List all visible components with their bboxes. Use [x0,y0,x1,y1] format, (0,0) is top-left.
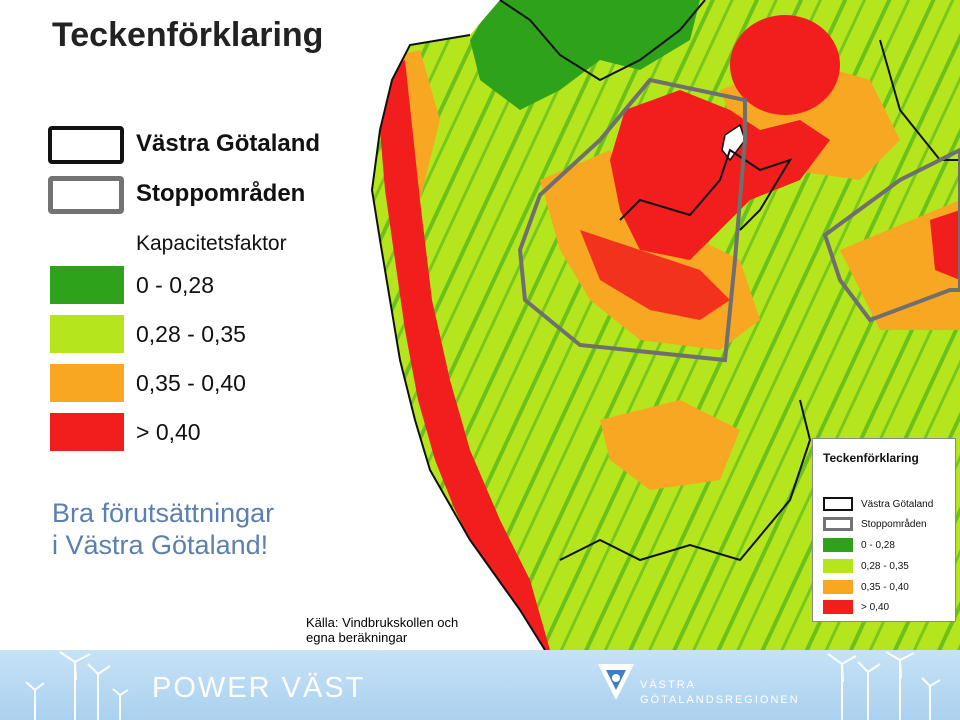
swatch-class-4 [50,413,124,451]
region-logo-icon [598,664,634,700]
inset-symbol-stoppomraden [823,517,853,531]
stop-area-outline [517,77,747,363]
map-red-coast [380,60,550,650]
inset-label-class-2: 0,28 - 0,35 [861,560,909,572]
inset-row-vastra-gotaland: Västra Götaland [823,497,933,511]
map-orange-zone [600,400,740,490]
map-red-zone [610,90,830,260]
inset-label-class-1: 0 - 0,28 [861,539,895,551]
inset-row-class-2: 0,28 - 0,35 [823,559,909,573]
inset-swatch-class-3 [823,580,853,594]
inset-swatch-class-4 [823,600,853,614]
legend-stoppomraden-label: Stoppområden [136,180,306,207]
inset-label-class-3: 0,35 - 0,40 [861,581,909,593]
inset-row-stoppomraden: Stoppområden [823,517,927,531]
region-name-line-1: VÄSTRA [640,679,697,691]
source-note: Källa: Vindbrukskollen och egna beräknin… [306,615,458,645]
swatch-class-2 [50,315,124,353]
stoppomraden-symbol [48,176,124,214]
power-vast-brand: POWER VÄST [152,672,366,704]
headline-line-1: Bra förutsättningar [52,498,275,528]
footer-banner: POWER VÄST VÄSTRA GÖTALANDSREGIONEN [0,650,960,720]
inset-label-class-4: > 0,40 [861,601,890,613]
inset-swatch-class-2 [823,559,853,573]
class-3-label: 0,35 - 0,40 [136,370,246,396]
inset-label-stoppomraden: Stoppområden [861,518,927,530]
region-name: VÄSTRA GÖTALANDSREGIONEN [640,678,800,708]
legend-title: Teckenförklaring [52,16,324,54]
source-line-2: egna beräkningar [306,630,408,645]
map-red-zone [730,15,840,115]
inset-label-vastra-gotaland: Västra Götaland [861,498,934,510]
vastra-gotaland-boundary [370,34,546,651]
inset-legend-title: Teckenförklaring [823,451,919,465]
vastra-gotaland-symbol [48,126,124,164]
headline-line-2: i Västra Götaland! [52,530,269,560]
swatch-class-3 [50,364,124,402]
map-red-zone [580,230,730,320]
capacity-factor-title: Kapacitetsfaktor [136,232,287,255]
map-inset-legend: Teckenförklaring Västra Götaland Stoppom… [812,438,956,622]
headline: Bra förutsättningar i Västra Götaland! [52,497,274,561]
wind-turbines-graphic [25,651,941,720]
class-1-label: 0 - 0,28 [136,272,214,298]
inset-row-class-3: 0,35 - 0,40 [823,580,909,594]
inset-swatch-class-1 [823,538,853,552]
vastra-gotaland-boundary [559,399,812,562]
vastra-gotaland-boundary [499,0,706,82]
vastra-gotaland-boundary [619,148,793,231]
class-2-label: 0,28 - 0,35 [136,321,246,347]
source-line-1: Källa: Vindbrukskollen och [306,615,459,630]
stop-area-outline [822,147,960,323]
map-red-zone [930,210,960,280]
inset-symbol-vastra-gotaland [823,497,853,511]
region-name-line-2: GÖTALANDSREGIONEN [640,694,800,706]
inset-row-class-1: 0 - 0,28 [823,538,895,552]
inset-row-class-4: > 0,40 [823,600,889,614]
lake [721,123,746,162]
swatch-class-1 [50,266,124,304]
class-4-label: > 0,40 [136,419,201,445]
vastra-gotaland-boundary [879,39,960,161]
legend-vastra-gotaland-label: Västra Götaland [136,130,321,157]
